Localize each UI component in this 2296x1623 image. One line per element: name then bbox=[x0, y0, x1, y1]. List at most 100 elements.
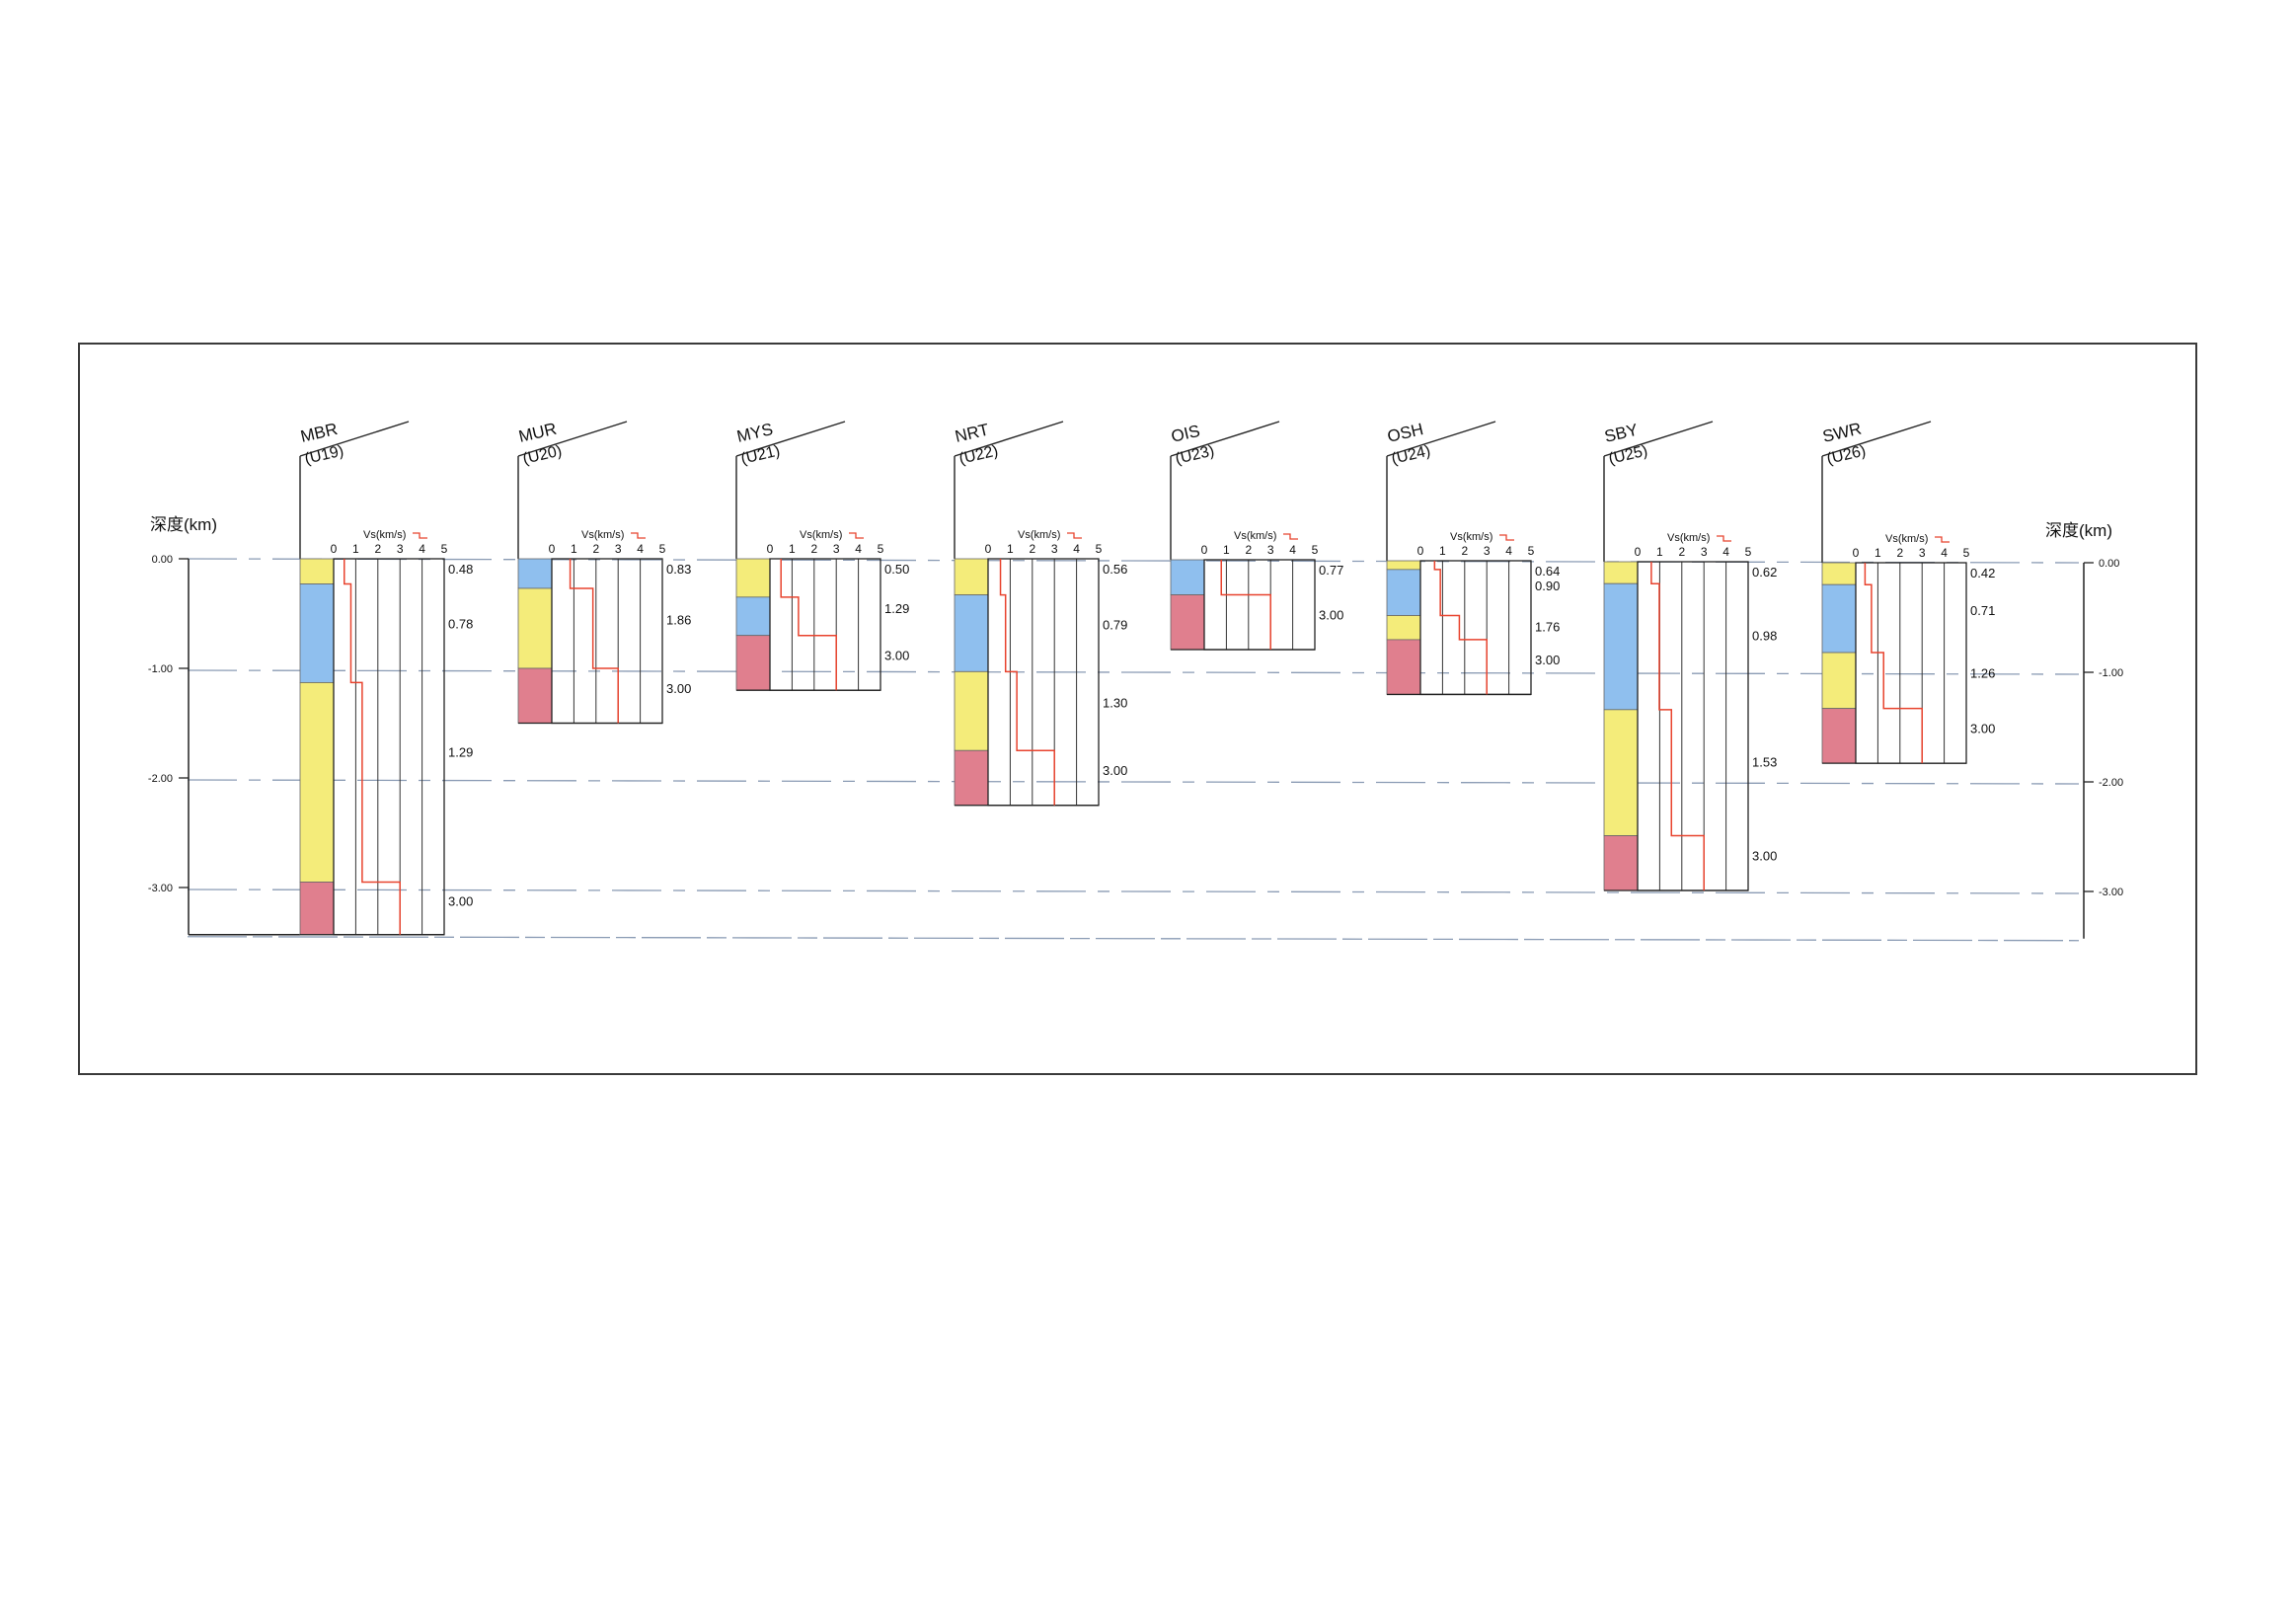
station-code: MBR bbox=[299, 420, 340, 446]
vs-tick-label: 5 bbox=[441, 542, 448, 556]
vs-tick-label: 1 bbox=[571, 542, 577, 556]
vs-value-label: 3.00 bbox=[1103, 763, 1127, 778]
vs-axis-label: Vs(km/s) bbox=[363, 529, 406, 541]
layer-block bbox=[735, 635, 771, 691]
vs-tick-label: 3 bbox=[1701, 545, 1708, 559]
vs-plot-box bbox=[769, 558, 881, 691]
depth-reference-line bbox=[187, 936, 2080, 942]
vs-profile-line bbox=[1864, 563, 1923, 764]
station-columns: MBR(U19)Vs(km/s)0 1 2 3 4 50.480.781.293.00MU… bbox=[299, 419, 1995, 936]
vs-value-label: 1.29 bbox=[448, 744, 473, 759]
vs-tick-label: 4 bbox=[1289, 543, 1296, 557]
vs-value-label: 1.29 bbox=[884, 601, 909, 616]
vs-tick-label: 5 bbox=[1528, 544, 1535, 558]
vs-axis-label: Vs(km/s) bbox=[1234, 530, 1276, 542]
vs-tick-label: 3 bbox=[397, 542, 404, 556]
vs-legend-icon bbox=[1067, 532, 1082, 539]
vs-tick-label: 1 bbox=[1007, 542, 1014, 556]
right-depth-axis: 深度(km) 0.00 -1.00 -2.00 -3.00 bbox=[2045, 521, 2123, 939]
vs-tick-label: 5 bbox=[1312, 543, 1319, 557]
vs-axis-label: Vs(km/s) bbox=[800, 529, 842, 541]
layer-block bbox=[1603, 582, 1639, 711]
station-code: OIS bbox=[1170, 422, 1202, 446]
vs-tick-label: 0 bbox=[1853, 546, 1860, 560]
vs-value-label: 0.71 bbox=[1970, 603, 1995, 618]
station-id: (U26) bbox=[1825, 442, 1868, 468]
layer-block bbox=[517, 558, 553, 589]
vs-profile-line bbox=[344, 559, 401, 935]
vs-plot-box bbox=[1637, 561, 1749, 891]
station-header-slant bbox=[1170, 421, 1280, 457]
vs-tick-label: 5 bbox=[878, 542, 884, 556]
station-mur: MUR(U20) Vs(km/s) 0 1 2 3 4 50.83 1.86 3.00 bbox=[517, 420, 691, 725]
station-header-slant bbox=[1603, 421, 1714, 457]
vs-value-label: 1.30 bbox=[1103, 695, 1127, 710]
vs-value-label: 3.00 bbox=[1535, 653, 1560, 667]
layer-block bbox=[1821, 562, 1857, 585]
layer-block bbox=[1603, 561, 1639, 584]
vs-value-label: 0.79 bbox=[1103, 618, 1127, 633]
vs-value-label: 0.48 bbox=[448, 562, 473, 577]
station-mbr: MBR(U19) Vs(km/s) 0 1 2 3 4 50.48 0.78 1.29 3.00 bbox=[299, 420, 473, 936]
vs-tick-label: 0 bbox=[1201, 543, 1208, 557]
vs-tick-label: 1 bbox=[1875, 546, 1881, 560]
station-header-slant bbox=[299, 421, 410, 457]
vs-value-label: 0.50 bbox=[884, 562, 909, 577]
layer-block bbox=[1603, 709, 1639, 836]
vs-value-label: 3.00 bbox=[1970, 722, 1995, 736]
vs-value-label: 3.00 bbox=[1752, 848, 1777, 863]
vs-tick-label: 4 bbox=[637, 542, 644, 556]
vs-value-label: 3.00 bbox=[666, 681, 691, 696]
station-header-slant bbox=[517, 421, 628, 457]
layer-block bbox=[1821, 708, 1857, 764]
left-axis-tick-label: -2.00 bbox=[148, 773, 173, 785]
layer-block bbox=[1386, 560, 1421, 571]
right-axis-tick-label: 0.00 bbox=[2099, 558, 2119, 570]
vs-tick-label: 1 bbox=[1223, 543, 1230, 557]
vs-plot-box bbox=[1855, 562, 1967, 764]
station-id: (U21) bbox=[739, 442, 782, 468]
vs-plot-box bbox=[987, 558, 1100, 807]
vs-legend-icon bbox=[631, 532, 646, 539]
vs-tick-label: 2 bbox=[1029, 542, 1035, 556]
station-code: SBY bbox=[1603, 421, 1640, 446]
station-id: (U24) bbox=[1390, 442, 1432, 468]
layer-block bbox=[735, 558, 771, 598]
vs-plot-box bbox=[551, 558, 663, 725]
vs-profile-line bbox=[569, 559, 619, 724]
left-axis-tick-label: 0.00 bbox=[152, 554, 173, 566]
station-header-slant bbox=[735, 421, 846, 457]
vs-value-label: 0.78 bbox=[448, 616, 473, 631]
vs-value-label: 0.56 bbox=[1103, 562, 1127, 577]
station-code: SWR bbox=[1821, 419, 1864, 445]
vs-tick-label: 4 bbox=[1941, 546, 1948, 560]
vs-value-label: 0.64 bbox=[1535, 564, 1560, 579]
vs-legend-icon bbox=[1499, 534, 1514, 541]
right-axis-tick-label: -3.00 bbox=[2099, 887, 2123, 898]
vs-tick-label: 0 bbox=[549, 542, 556, 556]
vs-legend-icon bbox=[1717, 535, 1731, 542]
layer-block bbox=[517, 587, 553, 669]
vs-value-label: 1.26 bbox=[1970, 665, 1995, 680]
station-header-slant bbox=[954, 421, 1064, 457]
vs-profile-line bbox=[780, 559, 837, 691]
layer-block bbox=[299, 882, 335, 936]
vs-legend-icon bbox=[413, 532, 427, 539]
right-axis-tick-label: -1.00 bbox=[2099, 667, 2123, 679]
station-sby: SBY(U25) Vs(km/s) 0 1 2 3 4 50.62 0.98 1.53 3.00 bbox=[1603, 421, 1777, 891]
vs-axis-label: Vs(km/s) bbox=[1667, 532, 1710, 544]
left-depth-axis: 深度(km) 0.00 -1.00 -2.00 -3.00 bbox=[148, 515, 300, 936]
vs-value-label: 3.00 bbox=[884, 649, 909, 663]
vs-value-label: 0.77 bbox=[1319, 563, 1343, 578]
layer-block bbox=[954, 558, 989, 596]
vs-tick-label: 2 bbox=[374, 542, 381, 556]
station-code: MYS bbox=[735, 420, 775, 446]
station-osh: OSH(U24) Vs(km/s) 0 1 2 3 4 50.640.90 1.76 3.00 bbox=[1386, 420, 1560, 696]
vs-legend-icon bbox=[849, 532, 864, 539]
layer-block bbox=[1603, 835, 1639, 891]
vs-tick-label: 3 bbox=[1267, 543, 1274, 557]
vs-tick-label: 4 bbox=[855, 542, 862, 556]
layer-block bbox=[299, 583, 335, 683]
vs-value-label: 3.00 bbox=[1319, 607, 1343, 622]
station-id: (U20) bbox=[521, 442, 564, 468]
